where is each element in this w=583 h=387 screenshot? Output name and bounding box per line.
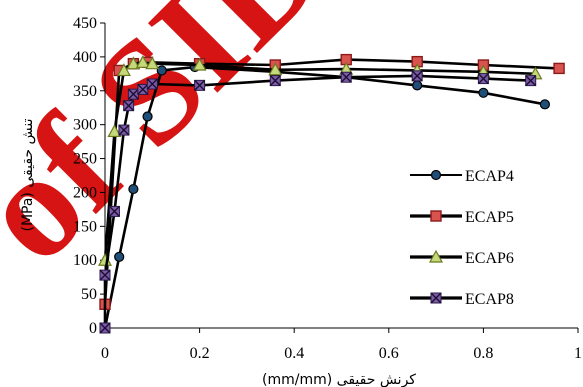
legend-marker [430,292,442,304]
legend-label: ECAP8 [465,291,514,308]
marker-cross [340,71,352,83]
x-tick-label: 0.6 [379,345,399,362]
marker-cross [411,70,423,82]
marker-cross [269,75,281,87]
data-point [192,57,207,71]
marker-cross [146,78,158,90]
data-point [340,71,352,83]
y-tick-label: 300 [73,117,97,134]
data-point [142,111,153,122]
data-point [268,62,283,76]
y-tick-label: 0 [89,320,97,337]
data-point [126,56,141,70]
data-point [525,75,537,87]
y-tick-label: 400 [73,49,97,66]
marker-cross [123,100,135,112]
data-point [118,124,130,136]
legend-label: ECAP6 [465,250,514,267]
data-point [127,88,139,100]
data-point [156,65,167,76]
series-lines [97,53,565,334]
data-point [116,63,131,77]
legend-marker [430,169,442,181]
legend-label: ECAP4 [465,168,514,185]
data-point [99,269,111,281]
marker-cross [525,75,537,87]
marker-cross [477,73,489,85]
y-tick-label: 50 [81,286,97,303]
x-tick-label: 0 [101,345,109,362]
data-point [107,124,122,138]
marker-cross [194,79,206,91]
x-tick-label: 0.2 [190,345,210,362]
marker-cross [137,83,149,95]
legend-item-ecap5: ECAP5 [410,209,514,226]
data-point [146,78,158,90]
marker-cross [99,322,111,334]
data-point [411,70,423,82]
data-point [108,205,120,217]
marker-cross [118,124,130,136]
data-point [128,183,139,195]
y-tick-label: 450 [73,15,97,32]
y-tick-label: 100 [73,252,97,269]
y-axis-title: (MPa) تنش حقیقی [20,118,36,231]
x-axis-title: (mm/mm) کرنش حقیقی [262,372,416,387]
watermark-text: of SID [0,0,355,293]
data-point [478,87,489,98]
series-line [103,58,560,305]
data-point [539,99,550,110]
data-point [412,80,423,91]
legend: ECAP4 ECAP5 ECAP6 ECAP8 [410,168,514,308]
data-point [194,79,206,91]
marker-cross [99,269,111,281]
data-point [99,322,111,334]
y-tick-label: 150 [73,218,97,235]
data-point [553,62,565,75]
data-point [137,83,149,95]
y-tick-label: 200 [73,184,97,201]
data-point [114,251,125,262]
legend-item-ecap8: ECAP8 [410,291,514,308]
marker-cross [127,88,139,100]
series-ecap8 [99,70,537,334]
legend-marker [428,249,444,263]
legend-item-ecap6: ECAP6 [410,249,514,267]
data-point [123,100,135,112]
x-tick-label: 0.4 [284,345,304,362]
x-tick-label: 0.8 [473,345,493,362]
x-tick-label: 1 [574,345,582,362]
y-tick-label: 350 [73,83,97,100]
data-point [477,73,489,85]
data-point [135,55,150,68]
y-tick-label: 250 [73,151,97,168]
series-line [103,61,536,261]
watermark: of SID [0,0,355,293]
data-point [269,75,281,87]
legend-label: ECAP5 [465,209,514,226]
data-point [145,56,160,70]
marker-cross [108,205,120,217]
legend-item-ecap4: ECAP4 [410,168,514,185]
marker-cross [430,292,442,304]
legend-marker [430,210,442,222]
axes: 0 50 100 150 200 250 300 350 400 450 0 0.2 0.4 0.6 0.8… [73,15,582,362]
